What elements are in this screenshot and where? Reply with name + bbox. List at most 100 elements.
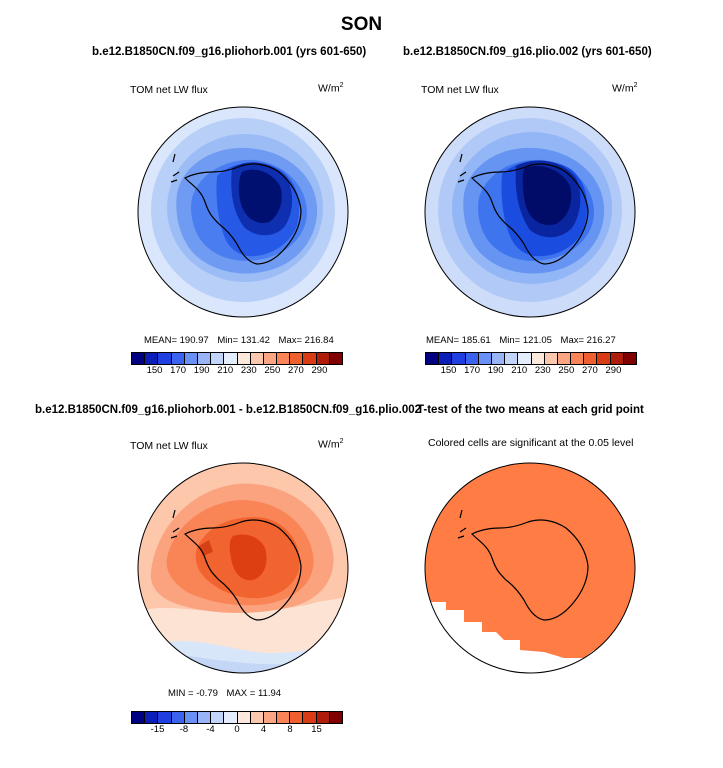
colorbar-swatch (610, 353, 624, 364)
panel-1-variable-label: TOM net LW flux (130, 84, 208, 96)
colorbar-swatch (237, 712, 251, 723)
panel-3-colorbar: -15 -8 -4 0 4 8 15 (131, 711, 343, 736)
colorbar-swatch (277, 712, 291, 723)
colorbar-swatch (132, 353, 146, 364)
colorbar-tick-label: 210 (511, 365, 528, 376)
colorbar-swatch (171, 353, 185, 364)
colorbar-swatch (329, 353, 342, 364)
colorbar-swatch (158, 353, 172, 364)
colorbar-tick-label: 290 (605, 365, 622, 376)
colorbar-swatch (584, 353, 598, 364)
panel-1-polar-map (137, 106, 349, 318)
panel-2-colorbar-swatches (425, 352, 637, 365)
colorbar-tick-label: 15 (311, 724, 322, 735)
panel-3-polar-map (137, 462, 349, 674)
colorbar-swatch (439, 353, 453, 364)
panel-3-variable-label: TOM net LW flux (130, 440, 208, 452)
panel-4-subtitle: Colored cells are significant at the 0.0… (428, 437, 634, 449)
panel-1-units: W/m2 (318, 82, 344, 95)
colorbar-swatch (316, 353, 330, 364)
panel-1-title: b.e12.B1850CN.f09_g16.pliohorb.001 (yrs … (92, 46, 367, 58)
panel-1-max: Max= 216.84 (278, 335, 334, 346)
panel-1-colorbar-swatches (131, 352, 343, 365)
colorbar-swatch (478, 353, 492, 364)
colorbar-swatch (505, 353, 519, 364)
panel-2-stats: MEAN= 185.61 Min= 121.05 Max= 216.27 (426, 335, 622, 346)
colorbar-swatch (277, 353, 291, 364)
colorbar-swatch (250, 712, 264, 723)
colorbar-swatch (303, 712, 317, 723)
colorbar-swatch (465, 353, 479, 364)
colorbar-swatch (184, 712, 198, 723)
colorbar-tick-label: 270 (287, 365, 304, 376)
colorbar-swatch (290, 353, 304, 364)
colorbar-swatch (452, 353, 466, 364)
panel-3-colorbar-labels: -15 -8 -4 0 4 8 15 (131, 724, 343, 736)
colorbar-swatch (211, 353, 225, 364)
colorbar-swatch (237, 353, 251, 364)
panel-3-colorbar-swatches (131, 711, 343, 724)
panel-2-colorbar: 150 170 190 210 230 250 270 290 (425, 352, 637, 377)
colorbar-swatch (316, 712, 330, 723)
colorbar-tick-label: 250 (264, 365, 281, 376)
colorbar-swatch (571, 353, 585, 364)
figure-title: SON (340, 14, 383, 35)
colorbar-swatch (132, 712, 146, 723)
colorbar-swatch (197, 712, 212, 723)
panel-1-stats: MEAN= 190.97 Min= 131.42 Max= 216.84 (144, 335, 340, 346)
colorbar-swatch (491, 353, 506, 364)
colorbar-tick-label: -4 (206, 724, 215, 735)
colorbar-tick-label: 170 (464, 365, 481, 376)
panel-4-title: T-test of the two means at each grid poi… (417, 404, 644, 416)
colorbar-tick-label: 190 (487, 365, 504, 376)
panel-2-max: Max= 216.27 (560, 335, 616, 346)
colorbar-swatch (224, 353, 238, 364)
panel-2-colorbar-labels: 150 170 190 210 230 250 270 290 (425, 365, 637, 377)
panel-1-colorbar: 150 170 190 210 230 250 270 290 (131, 352, 343, 377)
colorbar-tick-label: -15 (150, 724, 165, 735)
panel-2-units: W/m2 (612, 82, 638, 95)
panel-3-stats: MIN = -0.79 MAX = 11.94 (168, 688, 287, 699)
colorbar-swatch (263, 712, 278, 723)
colorbar-swatch (197, 353, 212, 364)
panel-3-min: MIN = -0.79 (168, 688, 218, 699)
colorbar-tick-label: 230 (534, 365, 551, 376)
colorbar-swatch (224, 712, 238, 723)
panel-1-min: Min= 131.42 (217, 335, 270, 346)
panel-2-polar-map (424, 106, 636, 318)
colorbar-tick-label: 250 (558, 365, 575, 376)
panel-3-units: W/m2 (318, 438, 344, 451)
panel-2-variable-label: TOM net LW flux (421, 84, 499, 96)
colorbar-swatch (544, 353, 558, 364)
colorbar-tick-label: 8 (287, 724, 293, 735)
colorbar-swatch (623, 353, 636, 364)
colorbar-tick-label: 0 (234, 724, 240, 735)
panel-4-polar-map (424, 462, 636, 674)
panel-1-colorbar-labels: 150 170 190 210 230 250 270 290 (131, 365, 343, 377)
panel-1-mean: MEAN= 190.97 (144, 335, 209, 346)
colorbar-tick-label: 210 (217, 365, 234, 376)
colorbar-swatch (184, 353, 198, 364)
colorbar-tick-label: 150 (440, 365, 457, 376)
colorbar-swatch (303, 353, 317, 364)
colorbar-swatch (158, 712, 172, 723)
colorbar-swatch (145, 712, 159, 723)
colorbar-swatch (250, 353, 264, 364)
colorbar-swatch (263, 353, 278, 364)
colorbar-swatch (211, 712, 225, 723)
colorbar-swatch (145, 353, 159, 364)
panel-3-max: MAX = 11.94 (226, 688, 282, 699)
colorbar-swatch (518, 353, 532, 364)
colorbar-tick-label: 170 (170, 365, 187, 376)
panel-2-mean: MEAN= 185.61 (426, 335, 491, 346)
colorbar-tick-label: 150 (146, 365, 163, 376)
colorbar-tick-label: 230 (240, 365, 257, 376)
colorbar-swatch (531, 353, 545, 364)
panel-2-min: Min= 121.05 (499, 335, 552, 346)
colorbar-swatch (171, 712, 185, 723)
colorbar-swatch (597, 353, 611, 364)
panel-3-title: b.e12.B1850CN.f09_g16.pliohorb.001 - b.e… (35, 404, 422, 416)
colorbar-tick-label: 270 (581, 365, 598, 376)
colorbar-tick-label: 290 (311, 365, 328, 376)
colorbar-swatch (557, 353, 572, 364)
